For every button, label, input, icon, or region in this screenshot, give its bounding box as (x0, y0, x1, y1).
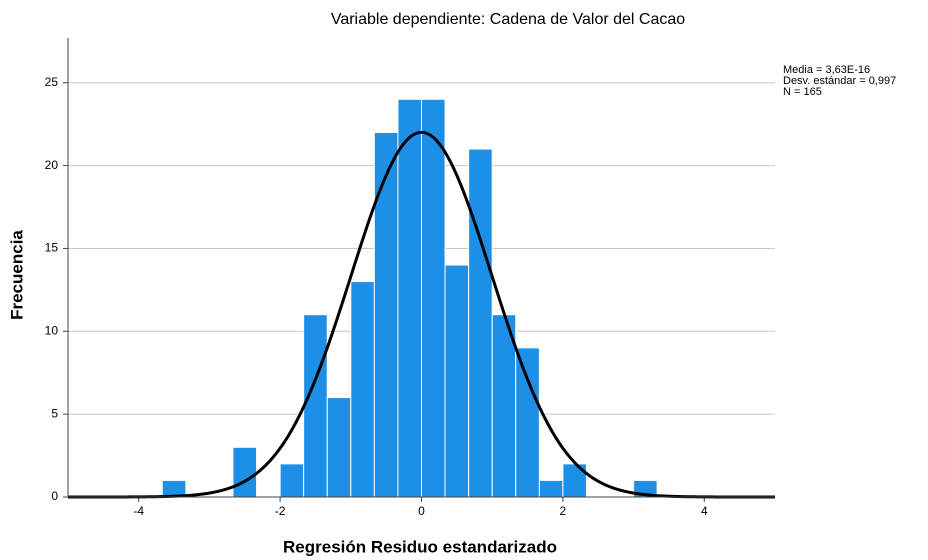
y-tick-label: 0 (51, 489, 58, 503)
bar (421, 98, 446, 498)
bar (515, 347, 540, 498)
y-axis-label: Frecuencia (7, 230, 26, 320)
x-tick-label: 4 (701, 504, 708, 518)
bar (538, 479, 564, 498)
stat-mean: Media = 3,63E-16 (783, 64, 870, 76)
bar (279, 463, 305, 498)
y-tick-label: 15 (45, 241, 59, 255)
bar (444, 264, 470, 498)
bar (468, 148, 493, 498)
bar (303, 314, 328, 498)
x-tick-label: -4 (133, 504, 144, 518)
x-axis-label: Regresión Residuo estandarizado (283, 537, 557, 556)
y-tick-label: 5 (51, 406, 58, 420)
y-tick-label: 25 (45, 75, 59, 89)
chart-title: Variable dependiente: Cadena de Valor de… (331, 11, 685, 28)
bar (373, 131, 399, 498)
x-tick-label: -2 (275, 504, 286, 518)
bar (397, 98, 423, 498)
x-tick-label: 2 (560, 504, 567, 518)
y-tick-label: 10 (45, 323, 59, 337)
stat-n: N = 165 (783, 86, 822, 98)
y-tick-label: 20 (45, 158, 59, 172)
stat-sd: Desv. estándar = 0,997 (783, 75, 896, 87)
bar (326, 397, 352, 498)
bar (232, 446, 258, 498)
normal-curve (68, 130, 775, 499)
bar (350, 281, 375, 498)
x-tick-label: 0 (418, 504, 425, 518)
